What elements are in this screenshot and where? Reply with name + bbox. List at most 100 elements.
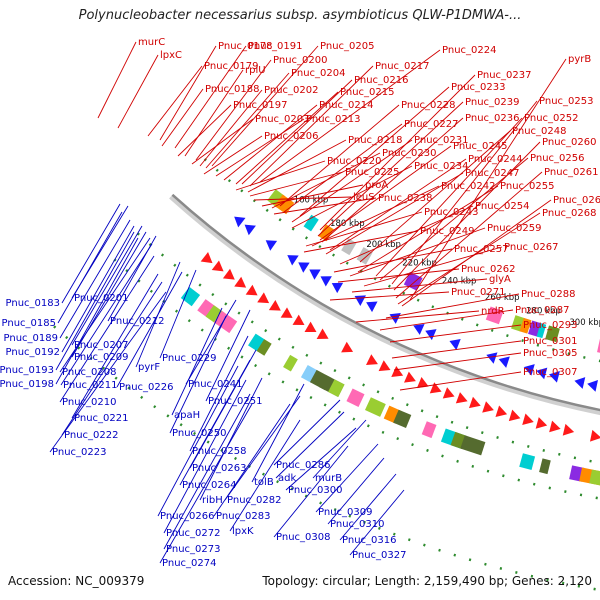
reverse-feature-block bbox=[536, 323, 547, 339]
forward-gene-arrow bbox=[429, 382, 442, 394]
forward-gene-leader bbox=[259, 49, 441, 183]
forward-gene-leader bbox=[393, 141, 541, 291]
forward-gene-arrow bbox=[211, 260, 224, 272]
forward-gene-label: Pnuc_0218 bbox=[348, 135, 402, 146]
reverse-feature-block bbox=[545, 325, 560, 343]
forward-gene-label: Pnuc_0269 bbox=[553, 195, 600, 206]
forward-feature-block bbox=[460, 435, 486, 456]
forward-gene-label: Pnuc_0261 bbox=[544, 167, 598, 178]
reverse-gene-arrow bbox=[449, 338, 461, 351]
forward-gene-label: proA bbox=[365, 180, 388, 191]
forward-gene-label: Pnuc_0238 bbox=[378, 193, 432, 204]
forward-gene-arrow bbox=[366, 354, 378, 366]
reverse-gene-leader bbox=[57, 211, 123, 324]
forward-gene-leader bbox=[261, 184, 364, 207]
forward-gene-leader bbox=[375, 117, 523, 277]
forward-gene-leader bbox=[317, 101, 464, 237]
forward-gene-label: Pnuc_0202 bbox=[264, 85, 318, 96]
reverse-gene-arrow bbox=[366, 301, 378, 313]
reverse-gene-leader bbox=[59, 255, 155, 403]
forward-gene-arrow bbox=[495, 405, 508, 417]
forward-gene-leader bbox=[319, 145, 452, 241]
reverse-gene-arrow bbox=[244, 224, 256, 236]
forward-gene-arrow bbox=[455, 392, 468, 404]
reverse-gene-label: Pnuc_0183 bbox=[6, 298, 60, 309]
forward-gene-leader bbox=[319, 74, 476, 231]
forward-feature-block bbox=[180, 286, 201, 307]
forward-gene-arrow bbox=[391, 366, 404, 377]
reverse-feature-block bbox=[267, 189, 286, 208]
forward-gene-leader bbox=[311, 185, 440, 247]
reverse-gene-label: Pnuc_0223 bbox=[52, 447, 106, 458]
reverse-gene-leader bbox=[229, 419, 301, 532]
forward-gene-leader bbox=[399, 371, 522, 391]
forward-gene-leader bbox=[397, 212, 541, 305]
forward-gene-leader bbox=[379, 157, 529, 281]
forward-gene-label: Pnuc_0203 bbox=[255, 114, 309, 125]
forward-gene-label: pyrB bbox=[568, 54, 591, 65]
forward-gene-leader bbox=[184, 69, 244, 157]
forward-gene-leader bbox=[339, 205, 474, 265]
reverse-gene-label: Pnuc_0198 bbox=[0, 379, 54, 390]
forward-gene-label: Pnuc_0236 bbox=[465, 113, 519, 124]
forward-gene-leader bbox=[195, 59, 272, 161]
forward-gene-arrow bbox=[416, 377, 429, 389]
forward-gene-leader bbox=[363, 246, 503, 287]
forward-gene-label: Pnuc_0267 bbox=[504, 242, 558, 253]
forward-gene-arrow bbox=[222, 268, 235, 280]
reverse-gene-leader bbox=[171, 307, 223, 416]
forward-gene-leader bbox=[359, 130, 511, 263]
reverse-gene-label: Pnuc_0300 bbox=[288, 485, 342, 496]
forward-feature-block bbox=[589, 469, 600, 486]
forward-gene-label: Pnuc_0205 bbox=[320, 41, 374, 52]
reverse-gene-leader bbox=[61, 203, 121, 304]
reverse-gene-leader bbox=[71, 273, 159, 419]
reverse-gene-label: murB bbox=[315, 473, 342, 484]
backbone-shadow bbox=[169, 194, 600, 415]
reverse-gene-arrow bbox=[287, 255, 299, 266]
reverse-gene-leader bbox=[185, 299, 237, 385]
forward-gene-leader bbox=[305, 211, 423, 247]
reverse-gene-label: tolB bbox=[254, 477, 274, 488]
reverse-gene-leader bbox=[339, 473, 397, 541]
reverse-gene-leader bbox=[205, 309, 251, 402]
forward-gene-label: Pnuc_0188 bbox=[205, 84, 259, 95]
reverse-gene-leader bbox=[327, 457, 385, 525]
forward-feature-block bbox=[519, 453, 536, 471]
forward-gene-leader bbox=[223, 104, 318, 181]
reverse-gene-arrow bbox=[549, 371, 560, 383]
reverse-feature-block bbox=[318, 224, 334, 242]
forward-gene-arrow bbox=[589, 429, 600, 442]
forward-gene-leader bbox=[395, 171, 543, 299]
forward-gene-label: Pnuc_0179 bbox=[204, 61, 258, 72]
forward-gene-arrow bbox=[257, 292, 270, 304]
forward-gene-label: Pnuc_0233 bbox=[451, 82, 505, 93]
reverse-gene-label: Pnuc_0327 bbox=[352, 550, 406, 561]
reverse-gene-leader bbox=[55, 231, 135, 371]
forward-gene-leader bbox=[349, 227, 486, 277]
reverse-gene-arrow bbox=[331, 282, 344, 294]
reverse-gene-label: Pnuc_0221 bbox=[74, 413, 128, 424]
forward-feature-block bbox=[213, 310, 238, 334]
reverse-feature-block bbox=[303, 214, 319, 232]
accession-label: Accession: NC_009379 bbox=[8, 574, 145, 588]
forward-gene-label: Pnuc_0224 bbox=[442, 45, 496, 56]
forward-gene-arrow bbox=[508, 409, 521, 422]
reverse-gene-label: Pnuc_0185 bbox=[2, 318, 56, 329]
reverse-gene-label: Pnuc_0273 bbox=[166, 544, 220, 555]
reverse-gene-label: Pnuc_0283 bbox=[216, 511, 270, 522]
reverse-gene-label: pyrF bbox=[138, 362, 160, 373]
forward-feature-block bbox=[364, 397, 386, 417]
forward-gene-label: Pnuc_0197 bbox=[233, 100, 287, 111]
forward-gene-leader bbox=[279, 104, 400, 207]
forward-gene-label: Pnuc_0268 bbox=[542, 208, 596, 219]
tick-label: 280 kbp bbox=[526, 306, 561, 316]
forward-gene-leader bbox=[215, 118, 305, 177]
reverse-gene-leader bbox=[251, 383, 305, 483]
reverse-gene-leader bbox=[315, 443, 379, 513]
forward-gene-label: Pnuc_0305 bbox=[523, 348, 577, 359]
forward-gene-arrow bbox=[482, 401, 494, 413]
reverse-gene-label: Pnuc_0222 bbox=[64, 430, 118, 441]
